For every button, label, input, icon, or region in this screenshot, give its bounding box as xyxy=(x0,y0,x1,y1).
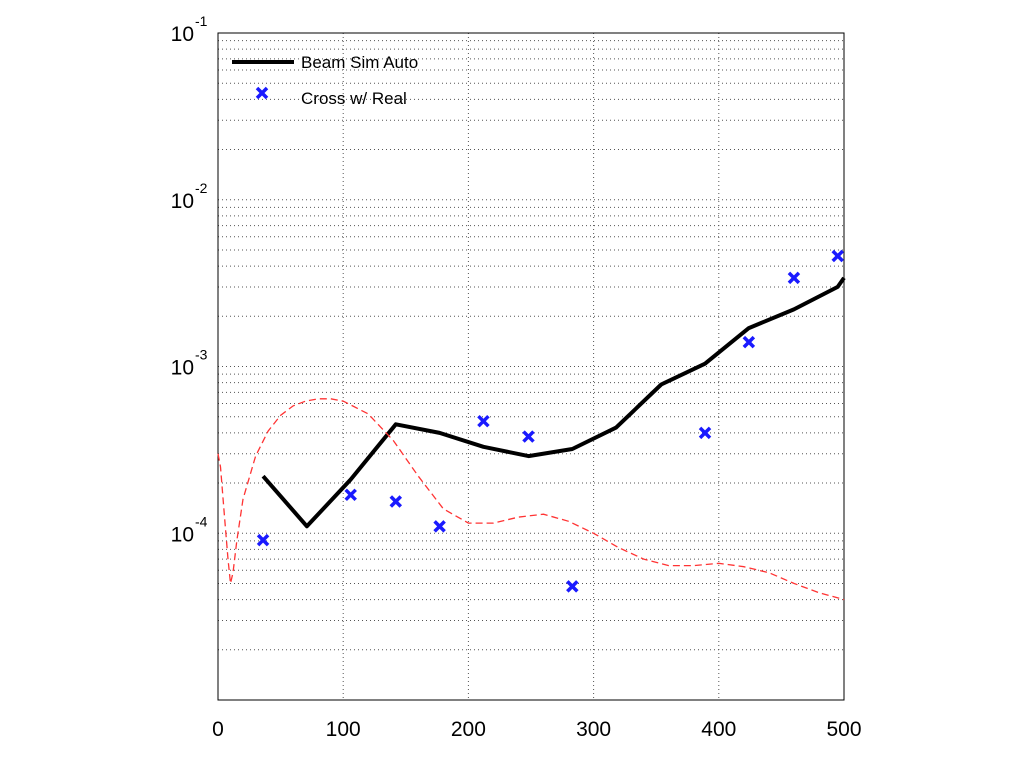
x-tick-label: 300 xyxy=(576,718,611,741)
data-point-cross xyxy=(256,533,270,547)
plot-frame xyxy=(217,32,845,701)
legend-marker-swatch xyxy=(255,86,269,100)
y-tick-base: 10 xyxy=(171,357,194,380)
y-tick-exponent: -3 xyxy=(195,347,208,363)
x-tick-label: 500 xyxy=(826,718,861,741)
data-point-cross xyxy=(344,488,357,502)
y-tick-exponent: -1 xyxy=(195,13,208,29)
series-line-beam-sim-auto xyxy=(261,276,846,529)
x-tick-label: 200 xyxy=(451,718,486,741)
data-point-cross xyxy=(787,271,801,285)
data-point-cross xyxy=(698,426,712,440)
x-tick-label: 100 xyxy=(326,718,361,741)
y-tick-exponent: -4 xyxy=(195,513,208,529)
series-line-dashed xyxy=(217,398,845,601)
data-point-cross xyxy=(742,335,756,349)
y-tick-base: 10 xyxy=(171,190,194,213)
legend: Beam Sim Auto Cross w/ Real xyxy=(232,53,418,108)
y-tick-base: 10 xyxy=(171,523,194,546)
data-point-cross xyxy=(566,580,579,593)
data-point-cross xyxy=(433,520,446,533)
x-tick-label: 400 xyxy=(701,718,736,741)
series-layer xyxy=(217,249,846,601)
legend-label-cross-w-real: Cross w/ Real xyxy=(301,89,407,108)
x-tick-label: 0 xyxy=(212,718,224,741)
y-tick-exponent: -2 xyxy=(195,180,208,196)
data-point-cross xyxy=(389,495,403,508)
y-tick-base: 10 xyxy=(171,23,194,46)
legend-label-beam-sim-auto: Beam Sim Auto xyxy=(301,53,418,72)
data-point-cross xyxy=(522,430,535,443)
data-point-cross xyxy=(477,414,490,428)
grid xyxy=(218,33,844,700)
data-point-cross xyxy=(831,249,844,263)
